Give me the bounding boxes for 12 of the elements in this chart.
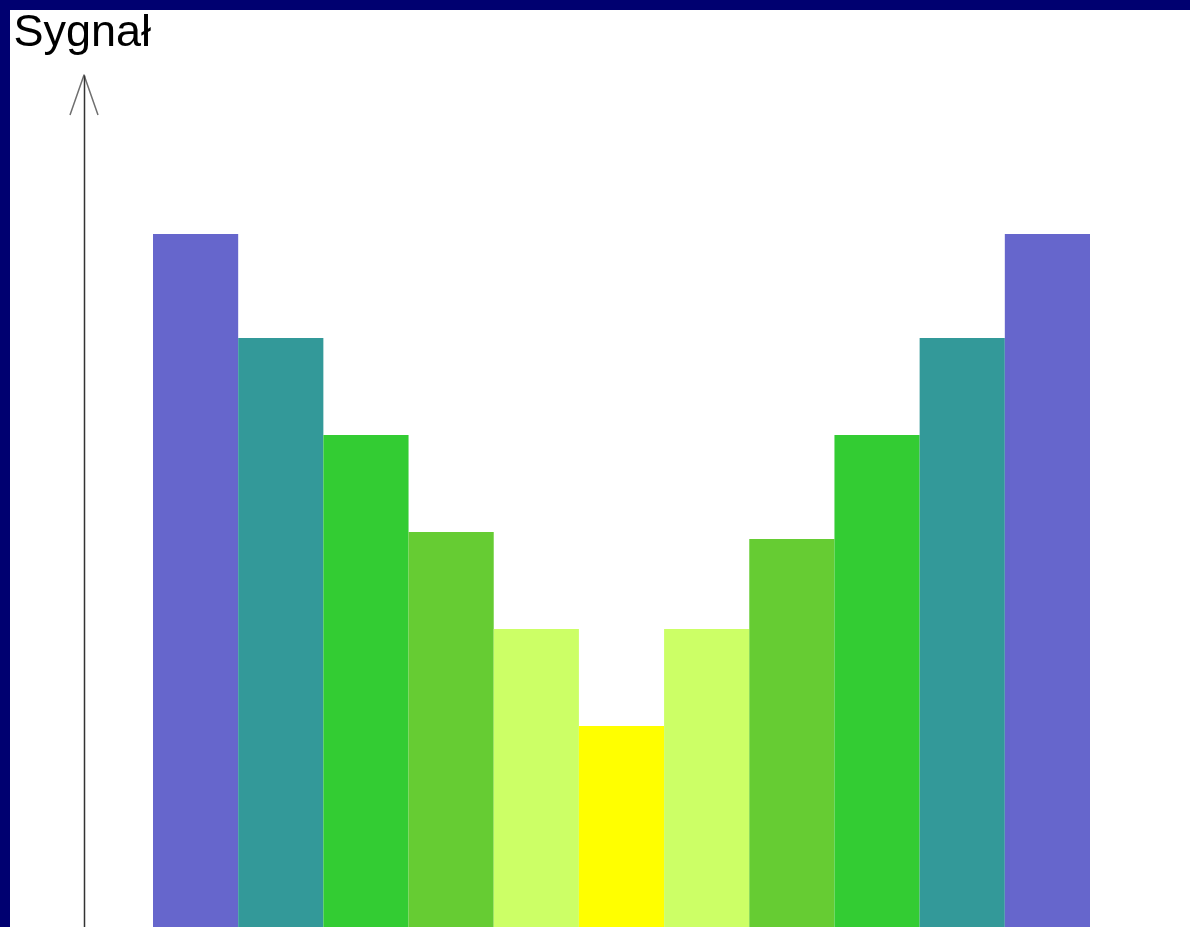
bar — [834, 434, 920, 927]
bar — [578, 726, 665, 927]
bar — [408, 531, 494, 927]
bar — [493, 629, 579, 927]
bar — [323, 434, 409, 927]
bar — [153, 234, 239, 927]
y-axis-title: Sygnał — [13, 4, 152, 56]
bar — [238, 337, 324, 927]
bar — [1004, 234, 1090, 927]
bar — [919, 337, 1005, 927]
bar — [664, 629, 750, 927]
bar — [749, 538, 835, 927]
